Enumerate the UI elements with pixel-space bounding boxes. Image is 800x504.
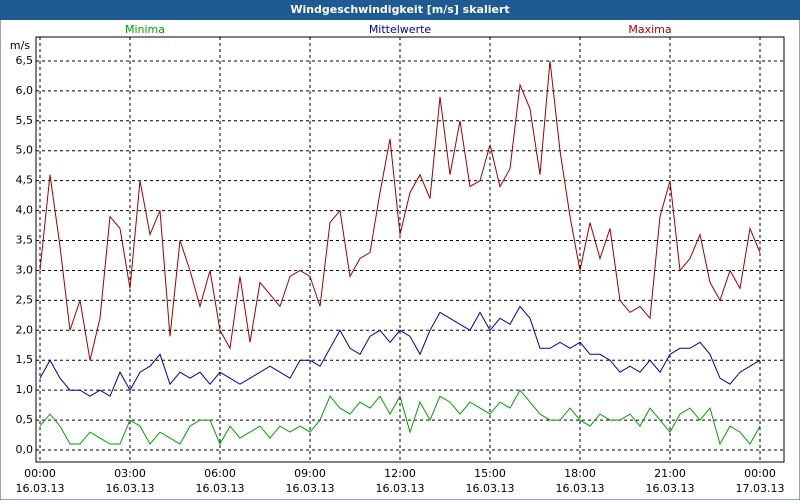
x-tick-label: 00:00 (24, 467, 56, 480)
x-tick-date: 16.03.13 (646, 482, 695, 495)
series-line (39, 389, 761, 446)
plot-frame (35, 36, 785, 463)
y-tick-label: 0,5 (16, 413, 34, 426)
chart-title: Windgeschwindigkeit [m/s] skaliert (290, 3, 509, 16)
x-tick-label: 18:00 (564, 467, 596, 480)
y-tick-label: 1,0 (16, 383, 34, 396)
x-tick-label: 00:00 (744, 467, 776, 480)
x-tick-label: 12:00 (384, 467, 416, 480)
y-tick-label: 5,0 (16, 144, 34, 157)
x-tick-label: 09:00 (294, 467, 326, 480)
series-line (39, 305, 761, 397)
x-tick-date: 16.03.13 (106, 482, 155, 495)
y-tick-label: 6,0 (16, 84, 34, 97)
x-tick-date: 17.03.13 (736, 482, 785, 495)
x-tick-label: 15:00 (474, 467, 506, 480)
x-tick-date: 16.03.13 (196, 482, 245, 495)
x-tick-date: 16.03.13 (466, 482, 515, 495)
x-tick-date: 16.03.13 (376, 482, 425, 495)
x-tick-date: 16.03.13 (16, 482, 65, 495)
legend-entry: Minima (125, 23, 165, 36)
y-axis-label: m/s (10, 39, 30, 52)
x-tick-date: 16.03.13 (556, 482, 605, 495)
y-tick-label: 6,5 (16, 54, 34, 67)
y-tick-label: 3,0 (16, 263, 34, 276)
x-tick-label: 06:00 (204, 467, 236, 480)
y-tick-label: 0,0 (16, 443, 34, 456)
legend-entry: Maxima (628, 23, 671, 36)
y-tick-label: 4,5 (16, 174, 34, 187)
x-tick-label: 21:00 (654, 467, 686, 480)
y-tick-label: 5,5 (16, 114, 34, 127)
y-tick-label: 1,5 (16, 353, 34, 366)
x-tick-date: 16.03.13 (286, 482, 335, 495)
y-tick-label: 4,0 (16, 204, 34, 217)
legend-entry: Mittelwerte (369, 23, 432, 36)
title-bar (0, 0, 800, 20)
y-tick-label: 2,5 (16, 293, 34, 306)
y-tick-label: 2,0 (16, 323, 34, 336)
x-tick-label: 03:00 (114, 467, 146, 480)
series-line (39, 60, 761, 361)
y-tick-label: 3,5 (16, 234, 34, 247)
